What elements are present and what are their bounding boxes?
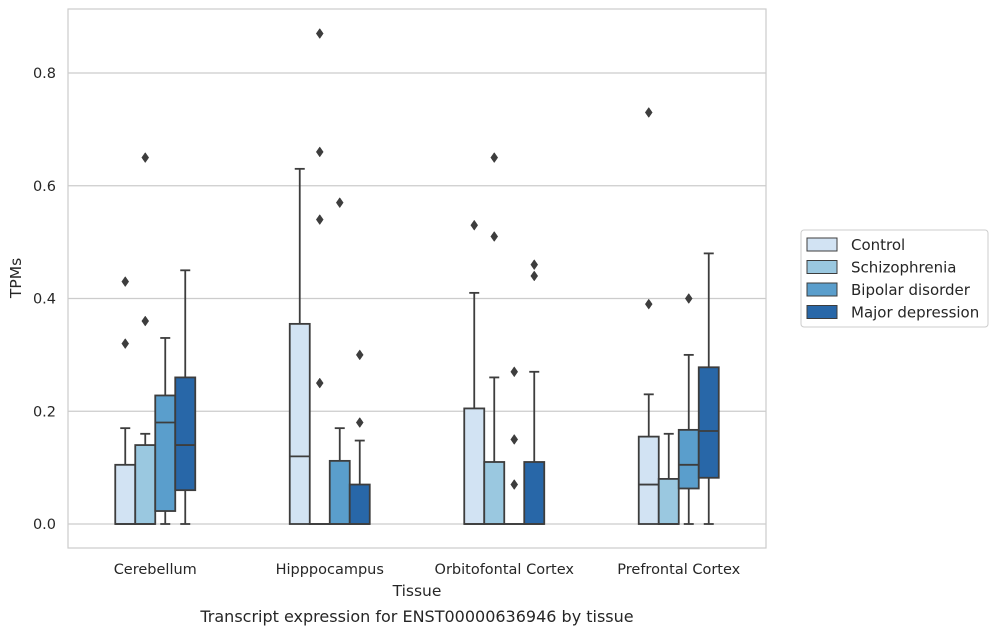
box xyxy=(330,461,350,524)
box xyxy=(484,462,504,524)
box-group xyxy=(504,367,524,524)
box xyxy=(524,462,544,524)
y-tick-label: 0.4 xyxy=(33,292,56,308)
box-group xyxy=(679,294,699,525)
legend-swatch xyxy=(807,238,837,251)
legend-label: Control xyxy=(851,236,905,254)
box-group xyxy=(115,277,135,524)
box-group xyxy=(464,220,484,524)
box-group xyxy=(659,434,679,524)
legend-label: Major depression xyxy=(851,304,979,322)
box-group xyxy=(310,29,330,524)
box xyxy=(290,324,310,524)
outlier-point xyxy=(142,153,149,163)
outlier-point xyxy=(316,29,323,39)
box xyxy=(175,377,195,490)
box xyxy=(350,485,370,524)
box-groups xyxy=(115,29,719,524)
outlier-point xyxy=(471,220,478,230)
y-axis-label: TPMs xyxy=(7,258,25,299)
box-group xyxy=(155,338,175,524)
outlier-point xyxy=(511,480,518,490)
box-group xyxy=(524,260,544,524)
x-axis-label: Tissue xyxy=(392,582,442,600)
legend-label: Bipolar disorder xyxy=(851,281,971,299)
outlier-point xyxy=(356,350,363,360)
box-group xyxy=(290,169,310,524)
outlier-point xyxy=(531,271,538,281)
y-tick-labels: 0.0 0.2 0.4 0.6 0.8 xyxy=(33,66,56,533)
x-tick-label: Cerebellum xyxy=(114,562,197,578)
outlier-point xyxy=(645,299,652,309)
chart-caption: Transcript expression for ENST0000063694… xyxy=(199,607,633,626)
y-tick-label: 0.2 xyxy=(33,404,56,420)
legend-swatch xyxy=(807,261,837,274)
box xyxy=(639,437,659,524)
box-group xyxy=(484,153,504,524)
box xyxy=(115,465,135,524)
outlier-point xyxy=(142,316,149,326)
box xyxy=(679,430,699,489)
outlier-point xyxy=(645,107,652,117)
outlier-point xyxy=(336,198,343,208)
box-group xyxy=(175,270,195,524)
outlier-point xyxy=(531,260,538,270)
outlier-point xyxy=(685,294,692,304)
outlier-point xyxy=(491,231,498,241)
outlier-point xyxy=(511,434,518,444)
box-group xyxy=(330,198,350,524)
x-tick-labels: Cerebellum Hipppocampus Orbitofontal Corte… xyxy=(114,562,741,578)
legend-label: Schizophrenia xyxy=(851,259,956,277)
outlier-point xyxy=(316,147,323,157)
outlier-point xyxy=(316,378,323,388)
box xyxy=(464,408,484,524)
legend-swatch xyxy=(807,283,837,296)
outlier-point xyxy=(356,418,363,428)
box-group xyxy=(135,153,155,524)
box xyxy=(135,445,155,524)
outlier-point xyxy=(122,277,129,287)
box-group xyxy=(639,107,659,524)
outlier-point xyxy=(122,339,129,349)
y-tick-label: 0.6 xyxy=(33,179,56,195)
x-tick-label: Orbitofontal Cortex xyxy=(435,562,575,578)
legend: Control Schizophrenia Bipolar disorder Majo… xyxy=(801,230,988,327)
y-tick-label: 0.0 xyxy=(33,517,56,533)
box-group xyxy=(699,253,719,524)
box xyxy=(699,367,719,477)
x-tick-label: Prefrontal Cortex xyxy=(617,562,740,578)
box xyxy=(659,479,679,524)
outlier-point xyxy=(511,367,518,377)
x-tick-label: Hipppocampus xyxy=(276,562,384,578)
y-tick-label: 0.8 xyxy=(33,66,56,82)
box-group xyxy=(350,350,370,524)
outlier-point xyxy=(316,215,323,225)
outlier-point xyxy=(491,153,498,163)
legend-swatch xyxy=(807,306,837,319)
box xyxy=(155,395,175,511)
